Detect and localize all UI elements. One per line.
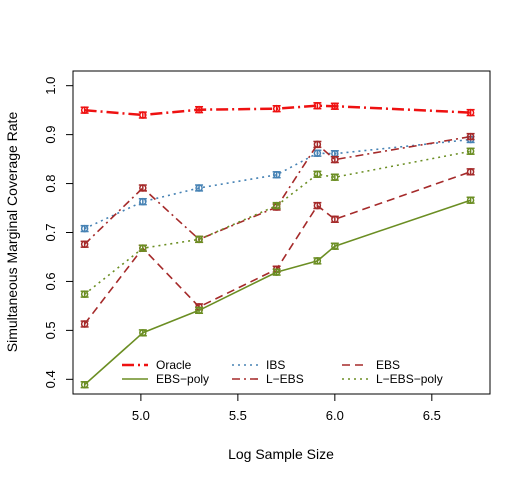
data-point [466, 168, 475, 176]
x-axis-title: Log Sample Size [228, 446, 334, 462]
legend-label: L−EBS [266, 372, 304, 386]
data-point [313, 170, 322, 179]
data-point [313, 140, 322, 149]
series-3 [80, 196, 475, 389]
data-point [195, 105, 203, 114]
legend-label: L−EBS−poly [376, 372, 443, 386]
y-tick-label: 1.0 [43, 77, 58, 95]
series-1 [80, 135, 475, 233]
y-tick-label: 0.6 [43, 272, 58, 290]
x-tick-label: 6.5 [423, 408, 441, 423]
y-tick-label: 0.9 [43, 126, 58, 144]
y-axis: 0.4 0.5 0.6 0.7 0.8 0.9 1.0 [43, 77, 73, 388]
data-point [139, 111, 147, 119]
data-point [331, 173, 339, 181]
data-point [272, 201, 281, 210]
data-point [80, 240, 89, 248]
x-tick-label: 6.0 [326, 408, 344, 423]
series-layer [80, 101, 475, 389]
data-point [139, 329, 147, 337]
data-point [466, 132, 475, 141]
data-point [139, 197, 147, 206]
data-point [80, 320, 89, 328]
legend-label: Oracle [156, 358, 192, 372]
data-point [272, 171, 281, 179]
x-tick-label: 5.5 [229, 408, 247, 423]
legend-label: EBS [376, 358, 400, 372]
data-point [331, 215, 339, 224]
data-point [331, 155, 339, 164]
data-point [80, 106, 89, 114]
data-point [313, 149, 322, 157]
data-point [195, 235, 203, 244]
legend: Oracle IBS EBS EBS−poly L−EBS L−EBS−poly [122, 358, 443, 386]
data-point [466, 147, 475, 156]
data-point [139, 244, 147, 252]
y-axis-title: Simultaneous Marginal Coverage Rate [4, 112, 20, 353]
y-tick-label: 0.7 [43, 223, 58, 241]
data-point [466, 196, 475, 204]
y-tick-label: 0.8 [43, 175, 58, 193]
plot-frame [72, 70, 491, 395]
data-point [80, 380, 89, 389]
data-point [195, 306, 203, 315]
data-point [466, 108, 475, 117]
data-point [139, 184, 147, 192]
y-tick-label: 0.5 [43, 321, 58, 339]
x-tick-label: 5.0 [132, 408, 150, 423]
series-5 [80, 147, 475, 298]
data-point [313, 257, 322, 265]
y-tick-label: 0.4 [43, 370, 58, 388]
data-point [331, 102, 339, 110]
data-point [80, 224, 89, 233]
data-point [313, 201, 322, 210]
x-axis: 5.0 5.5 6.0 6.5 [132, 394, 441, 423]
legend-label: EBS−poly [156, 372, 209, 386]
series-line [84, 138, 471, 230]
data-point [272, 104, 281, 113]
data-point [195, 184, 203, 192]
data-point [331, 242, 339, 250]
legend-label: IBS [266, 358, 285, 372]
data-point [313, 101, 322, 110]
data-point [80, 290, 89, 298]
series-0 [80, 101, 475, 119]
data-point [272, 268, 281, 276]
